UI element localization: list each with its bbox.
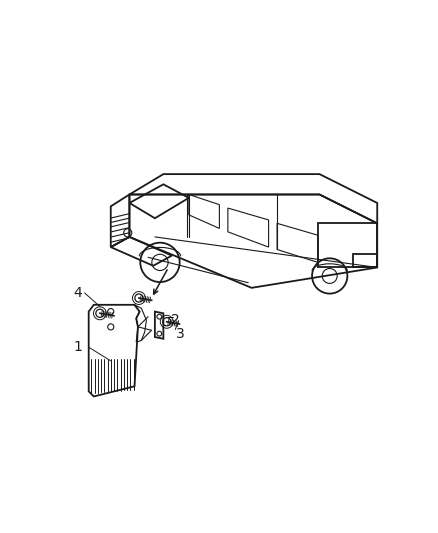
Text: 4: 4 xyxy=(74,286,82,300)
Text: 3: 3 xyxy=(176,327,185,341)
Text: 1: 1 xyxy=(74,340,82,354)
Text: 2: 2 xyxy=(171,313,180,327)
